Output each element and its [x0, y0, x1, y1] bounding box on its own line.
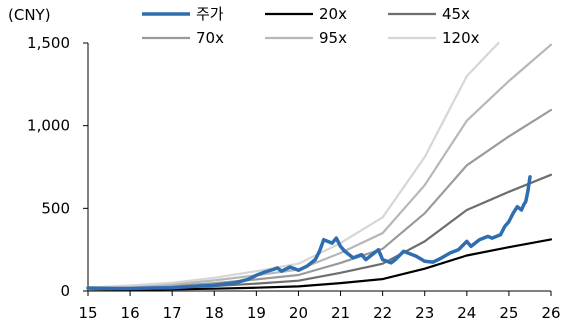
legend: 주가 20x 45x 70x 95x 120x — [142, 5, 480, 47]
x-tick-label: 17 — [163, 304, 182, 322]
x-tick-label: 19 — [247, 304, 266, 322]
series-line-95x — [86, 43, 553, 290]
legend-label: 45x — [442, 5, 470, 23]
legend-label: 120x — [442, 29, 480, 47]
x-tick-label: 26 — [541, 304, 560, 322]
series-line-120x — [86, 41, 500, 289]
y-tick-label: 500 — [41, 199, 70, 217]
legend-label: 70x — [196, 29, 224, 47]
legend-label: 주가 — [196, 5, 224, 23]
series-line-45x — [86, 173, 553, 291]
x-tick-label: 22 — [373, 304, 392, 322]
legend-label: 95x — [319, 29, 347, 47]
series-line-주가 — [86, 175, 532, 291]
x-tick-label: 25 — [499, 304, 518, 322]
x-tick-label: 18 — [205, 304, 224, 322]
y-tick-label: 1,500 — [27, 34, 70, 52]
x-tick-label: 21 — [331, 304, 350, 322]
y-tick-label: 0 — [60, 282, 70, 300]
legend-label: 20x — [319, 5, 347, 23]
x-tick-label: 15 — [78, 304, 97, 322]
x-tick-label: 20 — [289, 304, 308, 322]
y-tick-label: 1,000 — [27, 117, 70, 135]
y-unit-label: (CNY) — [8, 6, 51, 24]
x-tick-label: 16 — [121, 304, 140, 322]
series-layer — [86, 41, 553, 292]
x-tick-label: 23 — [415, 304, 434, 322]
x-tick-label: 24 — [457, 304, 476, 322]
axes: 0 500 1,000 1,500 15 16 17 18 19 20 21 22 23 24 25 26 — [27, 34, 561, 322]
